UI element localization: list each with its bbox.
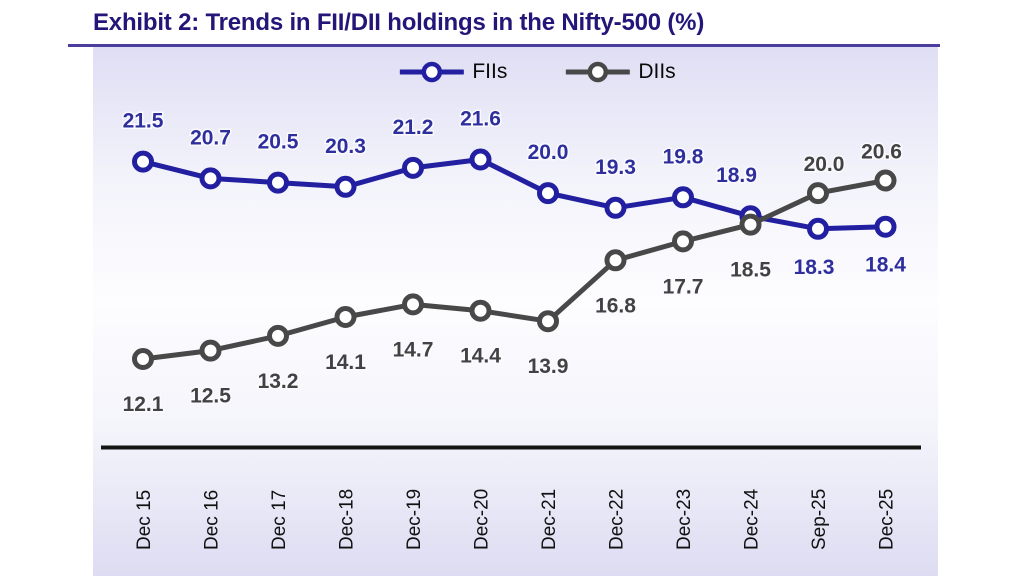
data-point-label: 20.5 bbox=[258, 131, 299, 154]
x-tick-label: Sep-25 bbox=[809, 489, 830, 550]
data-point-marker-fiis bbox=[604, 196, 627, 219]
data-point-label: 21.5 bbox=[123, 110, 164, 133]
legend-item-diis: DIIs bbox=[565, 59, 676, 85]
x-tick-label: Dec-22 bbox=[607, 489, 628, 550]
data-point-label: 20.6 bbox=[861, 141, 902, 164]
data-point-marker-fiis bbox=[267, 171, 289, 194]
data-point-label: 20.7 bbox=[190, 126, 231, 149]
x-tick-label: Dec 16 bbox=[202, 490, 223, 550]
data-point-label: 12.1 bbox=[123, 393, 164, 416]
data-point-label: 20.3 bbox=[325, 135, 366, 158]
x-tick-label: Dec-21 bbox=[539, 489, 560, 550]
line-chart-plot: Dec 15 Dec 16 Dec 17 Dec-18 Dec-19 Dec-20 Dec-… bbox=[101, 106, 921, 550]
data-point-label: 18.4 bbox=[865, 254, 906, 277]
data-point-label: 14.1 bbox=[325, 351, 366, 374]
data-point-marker-diis bbox=[334, 306, 357, 328]
data-point-label: 21.2 bbox=[393, 116, 434, 139]
legend-marker-diis-icon bbox=[565, 61, 630, 83]
data-point-marker-fiis bbox=[402, 156, 424, 179]
title-underline bbox=[68, 44, 940, 47]
data-point-marker-fiis bbox=[807, 217, 829, 240]
data-point-label: 17.7 bbox=[663, 275, 704, 298]
data-point-marker-diis bbox=[604, 249, 627, 272]
data-point-label: 12.5 bbox=[190, 385, 231, 408]
data-point-marker-fiis bbox=[334, 175, 357, 198]
chart-area: FIIs DIIs Dec 15 Dec 16 Dec 17 Dec-18 Dec-19 D… bbox=[93, 47, 938, 576]
data-point-marker-diis bbox=[739, 213, 762, 236]
data-point-marker-diis bbox=[132, 348, 154, 370]
legend-item-fiis: FIIs bbox=[399, 59, 507, 85]
data-point-marker-diis bbox=[469, 299, 492, 322]
data-point-marker-fiis bbox=[132, 150, 154, 173]
data-point-marker-diis bbox=[267, 324, 289, 347]
legend-marker-fiis-icon bbox=[399, 61, 464, 83]
data-point-label: 16.8 bbox=[595, 294, 636, 317]
data-point-label: 14.7 bbox=[393, 338, 434, 361]
series-line-diis bbox=[140, 178, 888, 362]
data-point-marker-fiis bbox=[672, 186, 694, 209]
x-tick-label: Dec-23 bbox=[674, 489, 695, 550]
data-point-marker-fiis bbox=[469, 148, 492, 171]
data-point-label: 18.9 bbox=[716, 164, 757, 187]
data-point-marker-diis bbox=[672, 230, 694, 253]
series-line-fiis bbox=[140, 157, 888, 232]
data-point-label: 19.3 bbox=[595, 156, 636, 179]
data-point-marker-fiis bbox=[199, 167, 222, 190]
data-point-label: 19.8 bbox=[663, 145, 704, 168]
data-point-marker-fiis bbox=[537, 182, 559, 205]
data-point-label: 18.3 bbox=[794, 256, 835, 279]
data-point-label: 14.4 bbox=[460, 345, 501, 368]
data-point-marker-fiis bbox=[874, 215, 897, 238]
data-point-label: 13.2 bbox=[258, 370, 299, 393]
data-point-marker-diis bbox=[807, 182, 829, 205]
chart-legend: FIIs DIIs bbox=[399, 59, 676, 85]
chart-title: Exhibit 2: Trends in FII/DII holdings in… bbox=[93, 9, 705, 36]
x-tick-label: Dec-18 bbox=[337, 489, 358, 550]
data-point-marker-diis bbox=[874, 169, 897, 192]
data-point-marker-diis bbox=[199, 339, 222, 362]
x-tick-label: Dec-24 bbox=[742, 488, 763, 550]
x-tick-label: Dec 17 bbox=[269, 490, 290, 550]
data-point-marker-diis bbox=[537, 310, 559, 333]
data-point-label: 20.0 bbox=[804, 153, 845, 176]
x-tick-label: Dec-20 bbox=[472, 489, 493, 550]
data-point-label: 13.9 bbox=[528, 355, 569, 378]
legend-label: FIIs bbox=[472, 60, 508, 83]
x-tick-label: Dec 15 bbox=[134, 490, 155, 550]
x-tick-label: Dec-19 bbox=[404, 489, 425, 550]
data-point-label: 21.6 bbox=[460, 108, 501, 131]
legend-label: DIIs bbox=[638, 60, 676, 83]
data-point-label: 18.5 bbox=[730, 259, 771, 282]
data-point-marker-diis bbox=[402, 293, 424, 316]
data-point-label: 20.0 bbox=[528, 141, 569, 164]
x-tick-label: Dec-25 bbox=[877, 489, 898, 550]
